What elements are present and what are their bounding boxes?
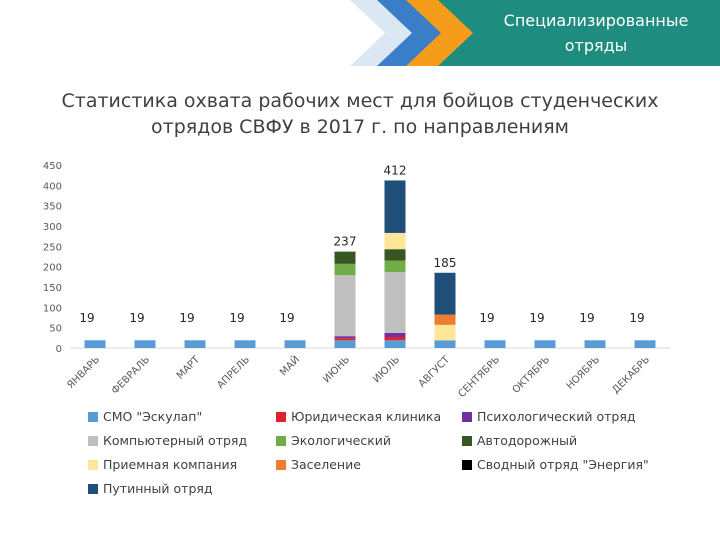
stacked-bar-chart: 0 50 100 150 200 250 300 350 400 450 19 ЯНВАРЬ 19 ФЕВ… [43, 161, 670, 400]
bar-segment [634, 340, 656, 348]
bar-segment [434, 314, 456, 325]
bar-segment [384, 332, 406, 338]
y-tick-label: 100 [43, 303, 62, 314]
legend-swatch [88, 435, 98, 446]
bar-segment [584, 340, 606, 348]
x-tick-label: ИЮНЬ [321, 354, 352, 385]
legend-item: Путинный отряд [88, 480, 276, 497]
y-tick-label: 450 [43, 161, 62, 172]
bar-segment [284, 340, 306, 348]
x-tick-label: АПРЕЛЬ [215, 354, 252, 391]
y-tick-label: 0 [56, 344, 62, 355]
legend-item: Юридическая клиника [276, 408, 462, 425]
legend-swatch [462, 411, 472, 422]
legend-label: Экологический [291, 433, 391, 448]
legend-swatch [462, 459, 472, 470]
bar-segment [334, 275, 356, 337]
legend-label: Автодорожный [477, 433, 578, 448]
legend-label: Юридическая клиника [291, 409, 442, 424]
data-label: 19 [579, 311, 594, 325]
legend-label: Приемная компания [103, 457, 238, 472]
bar-segment [434, 340, 456, 348]
legend-swatch [88, 411, 98, 422]
data-label: 19 [529, 311, 544, 325]
x-tick-label: ИЮЛЬ [371, 354, 402, 385]
legend-item: СМО "Эскулап" [88, 408, 276, 425]
data-label: 185 [434, 256, 457, 270]
legend-label: Путинный отряд [103, 481, 213, 496]
legend-label: Сводный отряд "Энергия" [477, 457, 649, 472]
bar-segment [234, 340, 256, 348]
legend-item: Автодорожный [462, 432, 708, 449]
header-chevron-blue [377, 0, 445, 66]
bar-segment [334, 251, 356, 264]
data-label: 237 [334, 235, 357, 249]
data-label: 19 [279, 311, 294, 325]
x-tick-label: СЕНТЯБРЬ [456, 354, 502, 400]
x-tick-label: МАРТ [175, 354, 203, 382]
y-tick-label: 50 [49, 324, 62, 335]
bar-segment [484, 340, 506, 348]
bar-segment [84, 340, 106, 348]
x-tick-label: ЯНВАРЬ [65, 354, 102, 391]
legend-swatch [88, 459, 98, 470]
bar-segment [334, 263, 356, 276]
bar-segment [384, 180, 406, 233]
legend-swatch [276, 411, 286, 422]
legend-label: Заселение [291, 457, 361, 472]
y-tick-label: 150 [43, 283, 62, 294]
bar-segment [384, 340, 406, 348]
header-chevron-orange [406, 0, 475, 66]
bar-segment [384, 337, 406, 341]
legend-item: Заселение [276, 456, 462, 473]
y-tick-label: 250 [43, 242, 62, 253]
legend-item: Экологический [276, 432, 462, 449]
bar-segment [334, 340, 356, 348]
bar-segment [334, 338, 356, 341]
y-tick-label: 400 [43, 181, 62, 192]
x-tick-label: НОЯБРЬ [565, 354, 603, 392]
data-label: 19 [229, 311, 244, 325]
legend-swatch [276, 459, 286, 470]
bar-segment [534, 340, 556, 348]
data-label: 19 [79, 311, 94, 325]
y-tick-label: 300 [43, 222, 62, 233]
legend-item: Приемная компания [88, 456, 276, 473]
bar-segment [134, 340, 156, 348]
x-tick-label: АВГУСТ [417, 354, 453, 390]
bar-segment [384, 260, 406, 272]
header-title: Специализированные отряды [503, 11, 689, 55]
bar-segment [334, 336, 356, 339]
bar-segment [434, 324, 456, 341]
bar-segment [184, 340, 206, 348]
legend-swatch [462, 435, 472, 446]
data-label: 19 [629, 311, 644, 325]
header-decoration [350, 0, 720, 66]
legend-item: Сводный отряд "Энергия" [462, 456, 708, 473]
header-banner [438, 0, 720, 66]
y-tick-label: 350 [43, 202, 62, 213]
legend-label: СМО "Эскулап" [103, 409, 203, 424]
data-label: 19 [179, 311, 194, 325]
x-tick-label: ОКТЯБРЬ [511, 354, 553, 396]
data-label: 412 [384, 163, 407, 177]
bar-segment [434, 272, 456, 315]
chart-title: Статистика охвата рабочих мест для бойцо… [61, 90, 659, 138]
legend-label: Компьютерный отряд [103, 433, 248, 448]
legend-item: Компьютерный отряд [88, 432, 276, 449]
legend-label: Психологический отряд [477, 409, 636, 424]
chart-legend: СМО "Эскулап" Юридическая клиника Психолог… [88, 408, 708, 497]
legend-item: Психологический отряд [462, 408, 708, 425]
data-label: 19 [479, 311, 494, 325]
data-label: 19 [129, 311, 144, 325]
bar-segment [384, 271, 406, 333]
bar-segment [384, 249, 406, 261]
bar-segment [384, 232, 406, 250]
x-tick-label: МАЙ [277, 353, 302, 378]
x-tick-label: ДЕКАБРЬ [611, 354, 653, 396]
x-tick-label: ФЕВРАЛЬ [110, 354, 153, 397]
legend-swatch [88, 483, 98, 494]
legend-swatch [276, 435, 286, 446]
y-tick-label: 200 [43, 263, 62, 274]
